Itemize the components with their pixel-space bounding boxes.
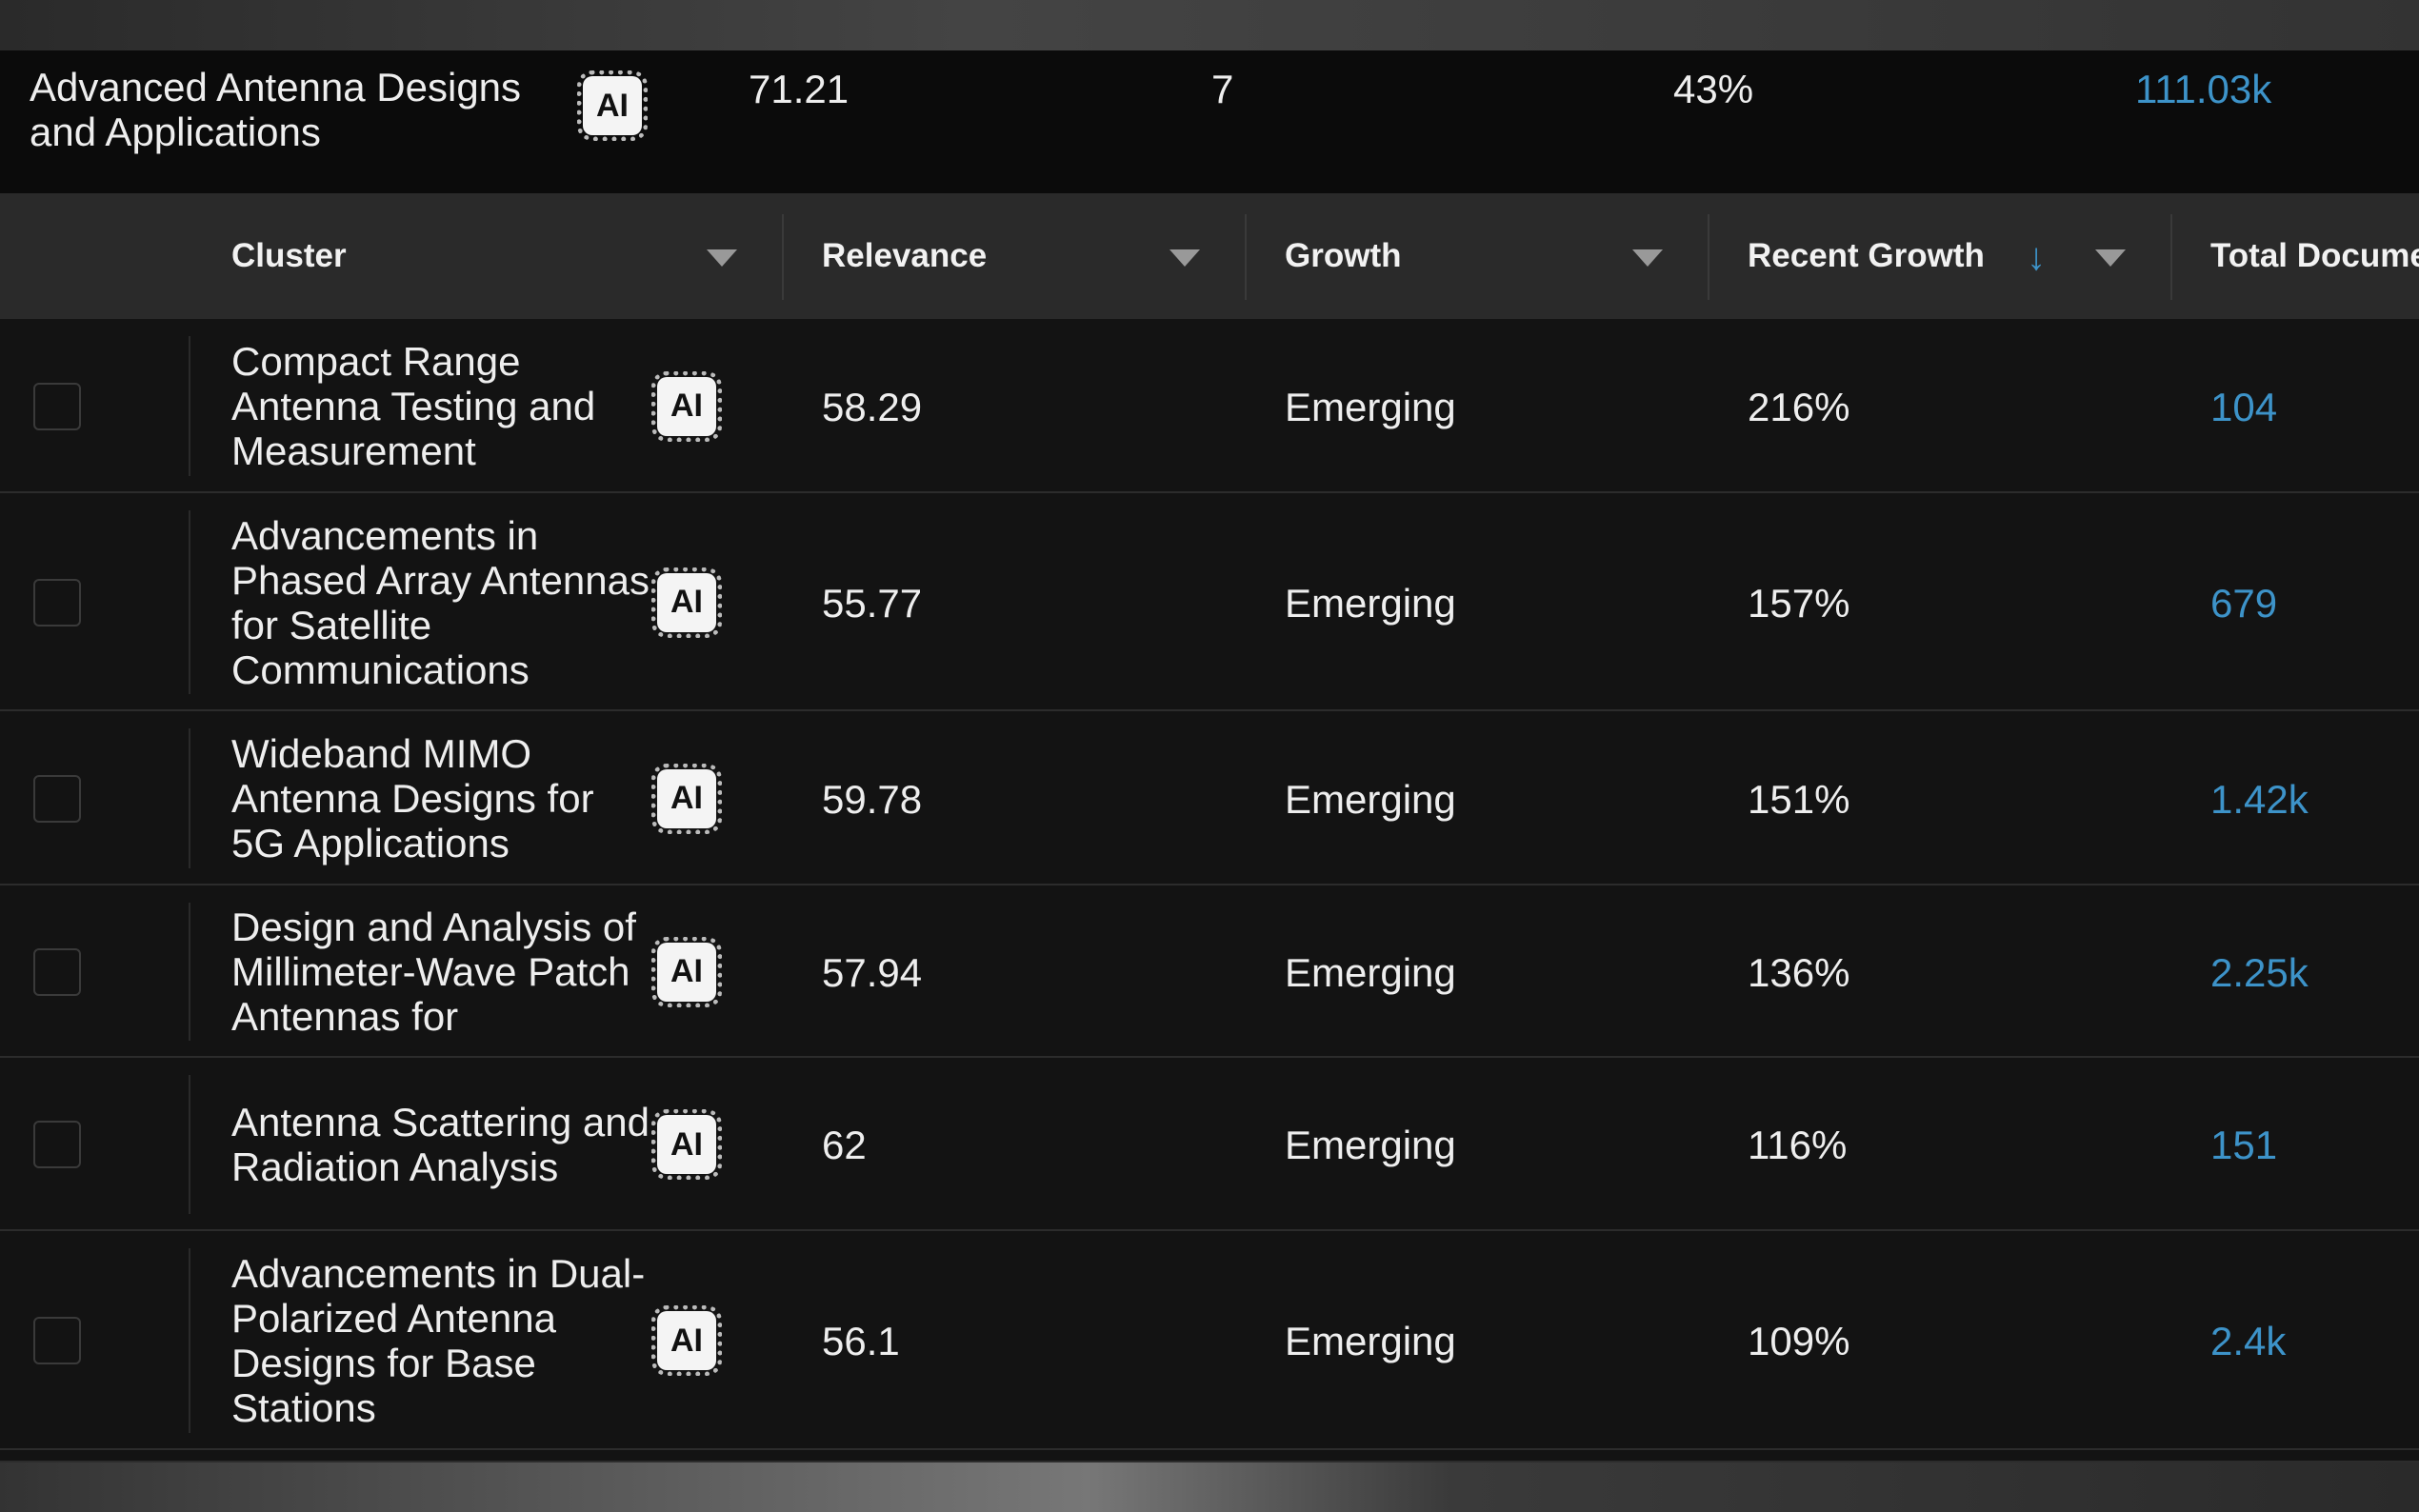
row-checkbox[interactable]: [33, 947, 81, 996]
group-growth: 7: [1211, 67, 1234, 111]
growth: Emerging: [1285, 949, 1456, 995]
row-divider: [189, 1248, 190, 1433]
top-bar: [0, 0, 2419, 50]
table-row-partial: [0, 1450, 2419, 1462]
column-header[interactable]: Growth: [1285, 237, 1402, 274]
recent-growth: 116%: [1748, 1123, 1848, 1167]
group-total-documents[interactable]: 111.03k: [2135, 67, 2272, 111]
growth: Emerging: [1285, 1319, 1456, 1363]
bottom-bar: [0, 1461, 2419, 1512]
recent-growth: 157%: [1748, 580, 1850, 626]
cluster-name[interactable]: Advancements in Phased Array Antennas fo…: [231, 512, 650, 692]
ai-badge: AI: [651, 1109, 722, 1180]
sort-arrow[interactable]: ↓: [2027, 236, 2046, 278]
recent-growth: 151%: [1748, 776, 1850, 822]
group-row: [0, 50, 2419, 193]
ai-badge: AI: [651, 763, 722, 834]
total-documents[interactable]: 2.4k: [2210, 1319, 2287, 1363]
group-name: Advanced Antenna Designs and Application…: [30, 65, 522, 154]
table-row: [0, 885, 2419, 1058]
filter-icon[interactable]: [2095, 249, 2126, 267]
cluster-name[interactable]: Advancements in Dual-Polarized Antenna D…: [231, 1251, 646, 1430]
column-header[interactable]: Total Docume: [2210, 237, 2419, 274]
column-header[interactable]: Relevance: [822, 237, 988, 274]
cluster-name[interactable]: Design and Analysis of Millimeter-Wave P…: [231, 905, 636, 1039]
ai-badge: AI: [651, 567, 722, 638]
relevance: 62: [822, 1123, 867, 1167]
filter-icon[interactable]: [1632, 249, 1663, 267]
table-header: [0, 193, 2419, 319]
filter-icon[interactable]: [707, 249, 737, 267]
table-row: [0, 711, 2419, 885]
row-divider: [189, 728, 190, 868]
row-divider: [189, 903, 190, 1041]
total-documents[interactable]: 2.25k: [2210, 949, 2309, 995]
ai-badge: AI: [651, 1305, 722, 1376]
row-divider: [189, 1075, 190, 1214]
total-documents[interactable]: 151: [2210, 1123, 2278, 1167]
total-documents[interactable]: 1.42k: [2210, 776, 2309, 822]
column-separator: [782, 214, 784, 300]
filter-icon[interactable]: [1170, 249, 1200, 267]
table-row: [0, 1231, 2419, 1450]
recent-growth: 136%: [1748, 949, 1850, 995]
growth: Emerging: [1285, 776, 1456, 822]
growth: Emerging: [1285, 384, 1456, 429]
table-row: [0, 319, 2419, 493]
row-checkbox[interactable]: [33, 1121, 81, 1168]
total-documents[interactable]: 104: [2210, 384, 2278, 429]
row-checkbox[interactable]: [33, 578, 81, 627]
row-checkbox[interactable]: [33, 382, 81, 430]
recent-growth: 109%: [1748, 1319, 1850, 1363]
column-separator: [1708, 214, 1709, 300]
row-checkbox[interactable]: [33, 774, 81, 823]
relevance: 58.29: [822, 384, 923, 429]
ai-badge: AI: [577, 70, 648, 141]
ai-badge: AI: [651, 936, 722, 1007]
relevance: 55.77: [822, 580, 923, 626]
ai-badge: AI: [651, 370, 722, 442]
table-row: [0, 493, 2419, 711]
group-relevance: 71.21: [749, 67, 850, 111]
relevance: 56.1: [822, 1319, 900, 1363]
column-separator: [1245, 214, 1247, 300]
cluster-name[interactable]: Wideband MIMO Antenna Designs for 5G App…: [231, 731, 594, 865]
growth: Emerging: [1285, 1123, 1456, 1167]
group-recent-growth: 43%: [1673, 67, 1754, 111]
relevance: 57.94: [822, 949, 923, 995]
cluster-name[interactable]: Antenna Scattering and Radiation Analysi…: [231, 1100, 650, 1189]
row-divider: [189, 510, 190, 694]
recent-growth: 216%: [1748, 384, 1850, 429]
column-header[interactable]: Cluster: [231, 237, 347, 274]
total-documents[interactable]: 679: [2210, 580, 2278, 626]
relevance: 59.78: [822, 776, 923, 822]
column-header[interactable]: Recent Growth: [1748, 237, 1985, 274]
row-checkbox[interactable]: [33, 1317, 81, 1364]
cluster-name[interactable]: Compact Range Antenna Testing and Measur…: [231, 339, 596, 473]
table-row: [0, 1058, 2419, 1231]
column-separator: [2170, 214, 2172, 300]
growth: Emerging: [1285, 580, 1456, 626]
row-divider: [189, 336, 190, 476]
